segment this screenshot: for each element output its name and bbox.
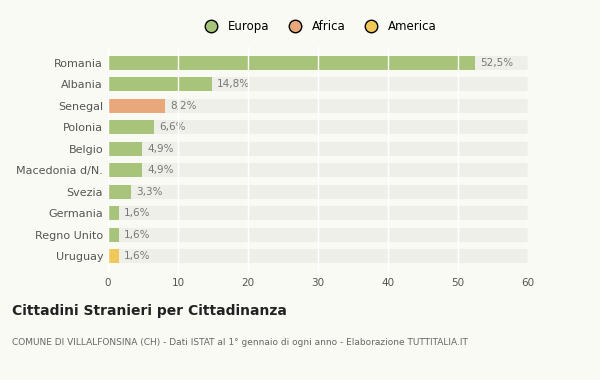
Bar (108, 78, 212, 92)
Text: Cittadini Stranieri per Cittadinanza: Cittadini Stranieri per Cittadinanza (12, 304, 287, 318)
Bar (108, 185, 131, 199)
Bar (108, 78, 528, 92)
Bar (108, 56, 475, 70)
Bar (108, 99, 166, 113)
Bar (108, 163, 528, 177)
Bar (108, 56, 528, 70)
Text: 1,6%: 1,6% (124, 208, 151, 218)
Bar (108, 228, 119, 242)
Bar (108, 249, 119, 263)
Text: 1,6%: 1,6% (124, 230, 151, 240)
Text: 6,6%: 6,6% (159, 122, 185, 132)
Bar (108, 185, 528, 199)
Text: 4,9%: 4,9% (147, 165, 174, 175)
Bar (108, 120, 528, 135)
Bar (108, 99, 528, 113)
Bar (108, 228, 528, 242)
Text: 4,9%: 4,9% (147, 144, 174, 154)
Text: 8,2%: 8,2% (170, 101, 197, 111)
Text: 14,8%: 14,8% (217, 79, 250, 89)
Bar (108, 206, 119, 220)
Text: COMUNE DI VILLALFONSINA (CH) - Dati ISTAT al 1° gennaio di ogni anno - Elaborazi: COMUNE DI VILLALFONSINA (CH) - Dati ISTA… (12, 338, 468, 347)
Bar (108, 142, 528, 156)
Bar (108, 163, 142, 177)
Bar (108, 249, 528, 263)
Text: 3,3%: 3,3% (136, 187, 163, 197)
Text: 52,5%: 52,5% (481, 58, 514, 68)
Bar (108, 142, 142, 156)
Text: 1,6%: 1,6% (124, 251, 151, 261)
Legend: Europa, Africa, America: Europa, Africa, America (194, 15, 442, 38)
Bar (108, 206, 528, 220)
Bar (108, 120, 154, 135)
